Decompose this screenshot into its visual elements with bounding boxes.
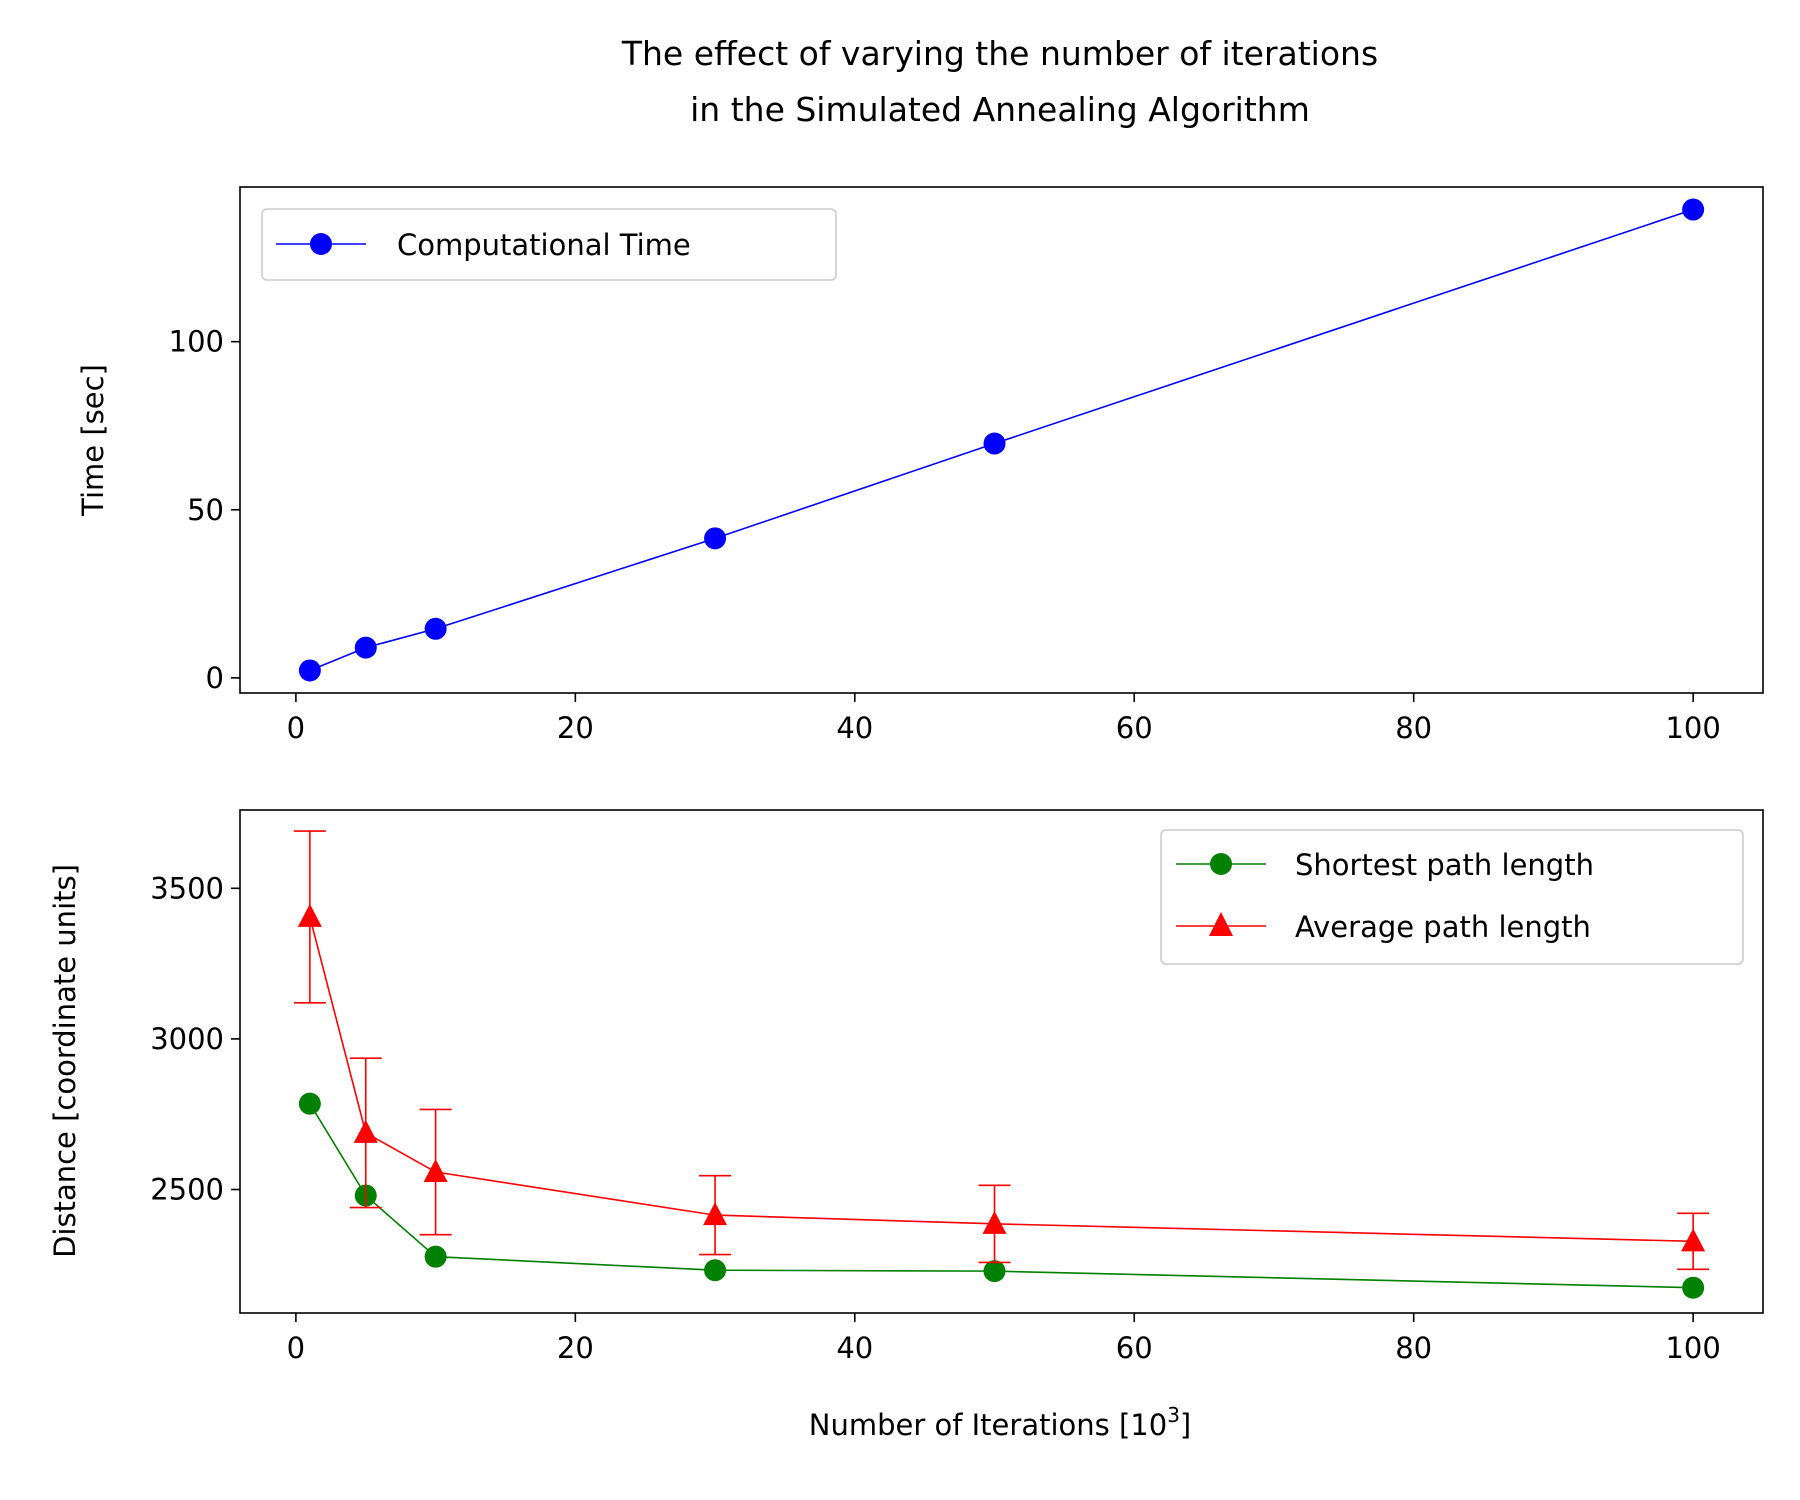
distance-plot-area <box>293 830 1710 1299</box>
time-y-tick-label: 50 <box>187 493 224 527</box>
computational-time-point <box>1682 198 1705 221</box>
distance-x-tick-label: 80 <box>1395 1331 1432 1365</box>
time-y-axis-label: Time [sec] <box>76 364 110 517</box>
shortest-path-length-point <box>298 1092 321 1115</box>
time-y-ticks: 0 50 100 <box>169 325 240 695</box>
legend-marker-computational-time <box>310 233 332 255</box>
legend-marker-average-path <box>1209 912 1233 936</box>
distance-x-axis-label: Number of Iterations [103] <box>809 1403 1192 1442</box>
legend-marker-shortest-path <box>1210 853 1232 875</box>
shortest-path-length-point <box>704 1259 727 1282</box>
time-y-tick-label: 100 <box>169 325 224 359</box>
computational-time-point <box>354 636 377 659</box>
legend-label-average-path: Average path length <box>1295 910 1591 944</box>
distance-x-ticks: 0 20 40 60 80 100 <box>287 1313 1721 1365</box>
time-x-ticks: 0 20 40 60 80 100 <box>287 693 1721 745</box>
time-subplot: 0 20 40 60 80 100 0 50 100 Time [sec] Computati… <box>76 186 1764 745</box>
time-y-tick-label: 0 <box>206 661 224 695</box>
distance-y-tick-label: 3000 <box>150 1022 224 1056</box>
distance-y-axis-label: Distance [coordinate units] <box>48 864 82 1258</box>
average-path-length-point <box>297 903 322 927</box>
shortest-path-length-line <box>309 1103 1694 1289</box>
distance-axes-frame <box>239 809 1764 1314</box>
distance-legend-frame <box>1160 829 1744 965</box>
computational-time-point <box>298 659 321 682</box>
average-path-length-point <box>703 1202 728 1226</box>
distance-x-tick-label: 20 <box>557 1331 594 1365</box>
distance-y-tick-label: 3500 <box>150 871 224 905</box>
average-path-length-point <box>423 1159 448 1183</box>
distance-subplot: 0 20 40 60 80 100 2500 3000 3500 Distance [coor… <box>48 809 1764 1442</box>
time-axes-frame <box>239 186 1764 694</box>
average-path-length-point <box>982 1210 1007 1234</box>
average-path-length-point <box>1681 1228 1706 1252</box>
time-legend: Computational Time <box>261 208 837 281</box>
shortest-path-length-point <box>983 1260 1006 1283</box>
computational-time-point <box>983 432 1006 455</box>
x-axis-label-exponent: 3 <box>1167 1403 1180 1427</box>
computational-time-point <box>424 617 447 640</box>
time-legend-frame <box>261 208 837 281</box>
distance-x-tick-label: 0 <box>287 1331 305 1365</box>
distance-y-tick-label: 2500 <box>150 1173 224 1207</box>
x-axis-label-base: Number of Iterations [10 <box>809 1408 1167 1442</box>
average-path-length-line <box>309 916 1694 1243</box>
average-path-length-point <box>353 1119 378 1143</box>
time-plot-area <box>298 198 1705 682</box>
time-x-tick-label: 100 <box>1665 711 1720 745</box>
x-axis-label-close: ] <box>1180 1408 1191 1442</box>
time-x-tick-label: 80 <box>1395 711 1432 745</box>
figure-title-line1: The effect of varying the number of iter… <box>621 34 1378 73</box>
distance-x-tick-label: 40 <box>836 1331 873 1365</box>
distance-y-ticks: 2500 3000 3500 <box>150 871 240 1207</box>
time-x-tick-label: 40 <box>836 711 873 745</box>
time-x-tick-label: 60 <box>1116 711 1153 745</box>
computational-time-point <box>704 527 727 550</box>
shortest-path-length-point <box>424 1245 447 1268</box>
time-x-tick-label: 20 <box>557 711 594 745</box>
legend-label-shortest-path: Shortest path length <box>1295 848 1594 882</box>
shortest-path-length-point <box>1682 1276 1705 1299</box>
distance-x-tick-label: 60 <box>1116 1331 1153 1365</box>
distance-x-tick-label: 100 <box>1665 1331 1720 1365</box>
distance-legend: Shortest path length Average path length <box>1160 829 1744 965</box>
time-x-tick-label: 0 <box>287 711 305 745</box>
legend-label-computational-time: Computational Time <box>397 228 691 262</box>
figure-title-line2: in the Simulated Annealing Algorithm <box>690 90 1310 129</box>
